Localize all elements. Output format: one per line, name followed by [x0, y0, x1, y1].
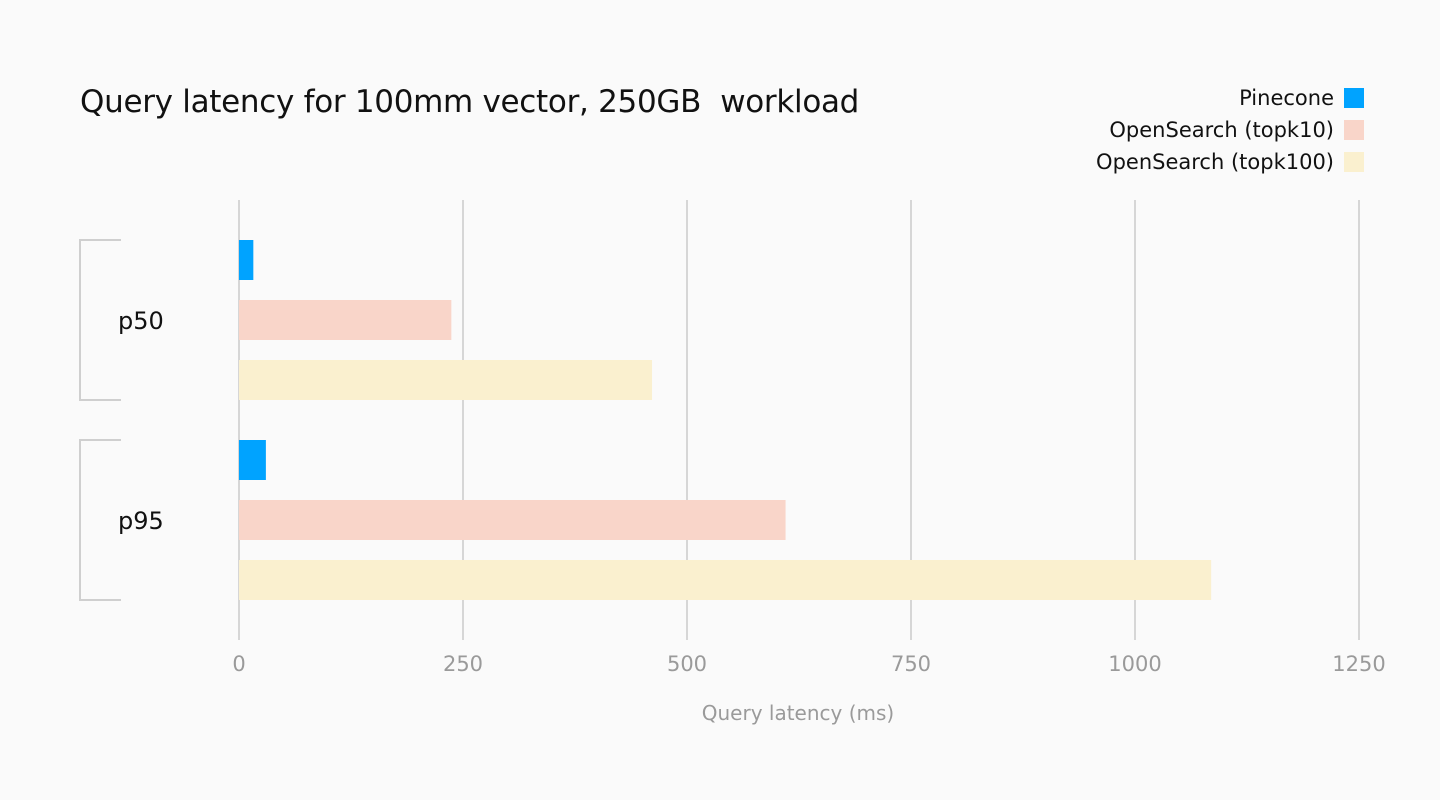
legend-swatch: [1344, 88, 1364, 108]
legend-item-opensearch-topk10: OpenSearch (topk10): [1096, 114, 1364, 146]
legend-label: OpenSearch (topk100): [1096, 150, 1334, 174]
legend: Pinecone OpenSearch (topk10) OpenSearch …: [1096, 82, 1364, 178]
bar-p50-series-1: [239, 300, 452, 340]
legend-item-pinecone: Pinecone: [1096, 82, 1364, 114]
legend-label: Pinecone: [1239, 86, 1334, 110]
category-label-p95: p95: [118, 507, 164, 535]
bar-p95-series-0: [239, 440, 266, 480]
x-tick-label: 750: [891, 652, 931, 676]
bars: [239, 240, 1212, 600]
x-axis-title: Query latency (ms): [702, 701, 894, 725]
bar-p50-series-0: [239, 240, 254, 280]
bar-p95-series-2: [239, 560, 1212, 600]
legend-item-opensearch-topk100: OpenSearch (topk100): [1096, 146, 1364, 178]
x-tick-label: 250: [443, 652, 483, 676]
legend-swatch: [1344, 152, 1364, 172]
legend-swatch: [1344, 120, 1364, 140]
x-tick-label: 1250: [1332, 652, 1385, 676]
labels: 0 250 500 750 1000 1250 p50 p95: [118, 307, 1386, 676]
category-brackets: [79, 239, 121, 601]
x-tick-label: 1000: [1108, 652, 1161, 676]
category-bracket-p50: [79, 239, 121, 401]
chart-title: Query latency for 100mm vector, 250GB wo…: [80, 84, 860, 120]
x-tick-label: 0: [232, 652, 245, 676]
legend-label: OpenSearch (topk10): [1109, 118, 1334, 142]
x-tick-label: 500: [667, 652, 707, 676]
category-label-p50: p50: [118, 307, 164, 335]
bar-p95-series-1: [239, 500, 786, 540]
bar-p50-series-2: [239, 360, 653, 400]
category-bracket-p95: [79, 439, 121, 601]
